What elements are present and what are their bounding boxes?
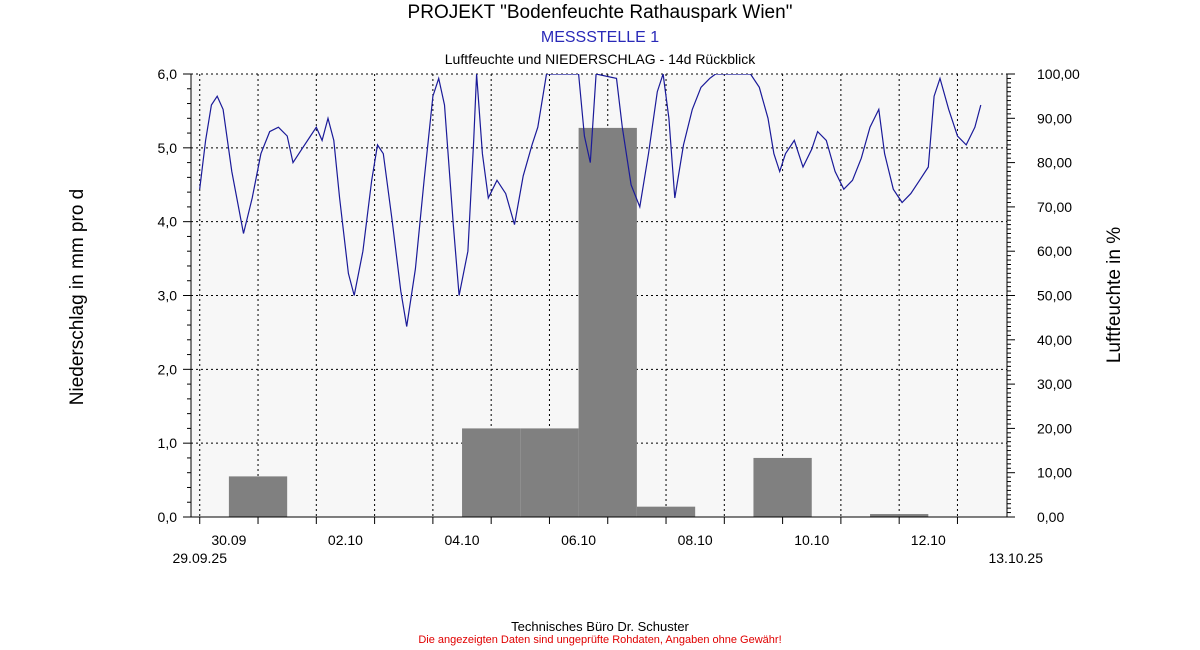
precipitation-bar [228,476,288,517]
y-right-tick-label: 80,00 [1037,155,1072,171]
chart-subtitle: MESSSTELLE 1 [540,29,660,46]
precipitation-bar [578,127,637,518]
y-left-tick-label: 5,0 [158,140,178,156]
x-tick-label: 08.10 [678,532,713,548]
y-left-tick-label: 4,0 [158,214,178,230]
footer-disclaimer: Die angezeigten Daten sind ungeprüfte Ro… [418,634,782,646]
precipitation-bar [870,514,929,517]
y-right-tick-label: 40,00 [1037,332,1072,348]
precipitation-bar [753,457,812,517]
chart-title: PROJEKT "Bodenfeuchte Rathauspark Wien" [407,2,793,23]
y-right-tick-label: 100,00 [1037,66,1080,82]
x-tick-label: 02.10 [328,532,363,548]
y-left-tick-label: 1,0 [158,435,178,451]
humidity-series-line [199,74,982,327]
y-right-tick-label: 60,00 [1037,243,1072,259]
footer-company: Technisches Büro Dr. Schuster [511,619,689,634]
x-tick-label: 10.10 [794,532,829,548]
y-right-tick-label: 20,00 [1037,420,1072,436]
precipitation-bar [462,428,521,517]
y-left-tick-label: 2,0 [158,361,178,377]
precipitation-bar [520,428,579,517]
precipitation-bar [636,506,696,517]
y-right-tick-label: 90,00 [1037,110,1072,126]
y-left-tick-label: 0,0 [158,509,178,525]
y-left-tick-label: 6,0 [158,66,178,82]
x-start-date-label: 29.09.25 [172,550,227,566]
y-right-tick-label: 0,00 [1037,509,1064,525]
y-left-tick-label: 3,0 [158,288,178,304]
x-end-date-label: 13.10.25 [988,550,1043,566]
x-tick-label: 12.10 [911,532,946,548]
y-right-tick-label: 30,00 [1037,376,1072,392]
y-right-tick-label: 50,00 [1037,288,1072,304]
y-right-tick-label: 70,00 [1037,199,1072,215]
x-tick-label: 04.10 [445,532,480,548]
x-tick-label: 30.09 [211,532,246,548]
x-tick-label: 06.10 [561,532,596,548]
y-right-tick-label: 10,00 [1037,465,1072,481]
chart-subtitle-secondary: Luftfeuchte und NIEDERSCHLAG - 14d Rückb… [444,51,756,67]
